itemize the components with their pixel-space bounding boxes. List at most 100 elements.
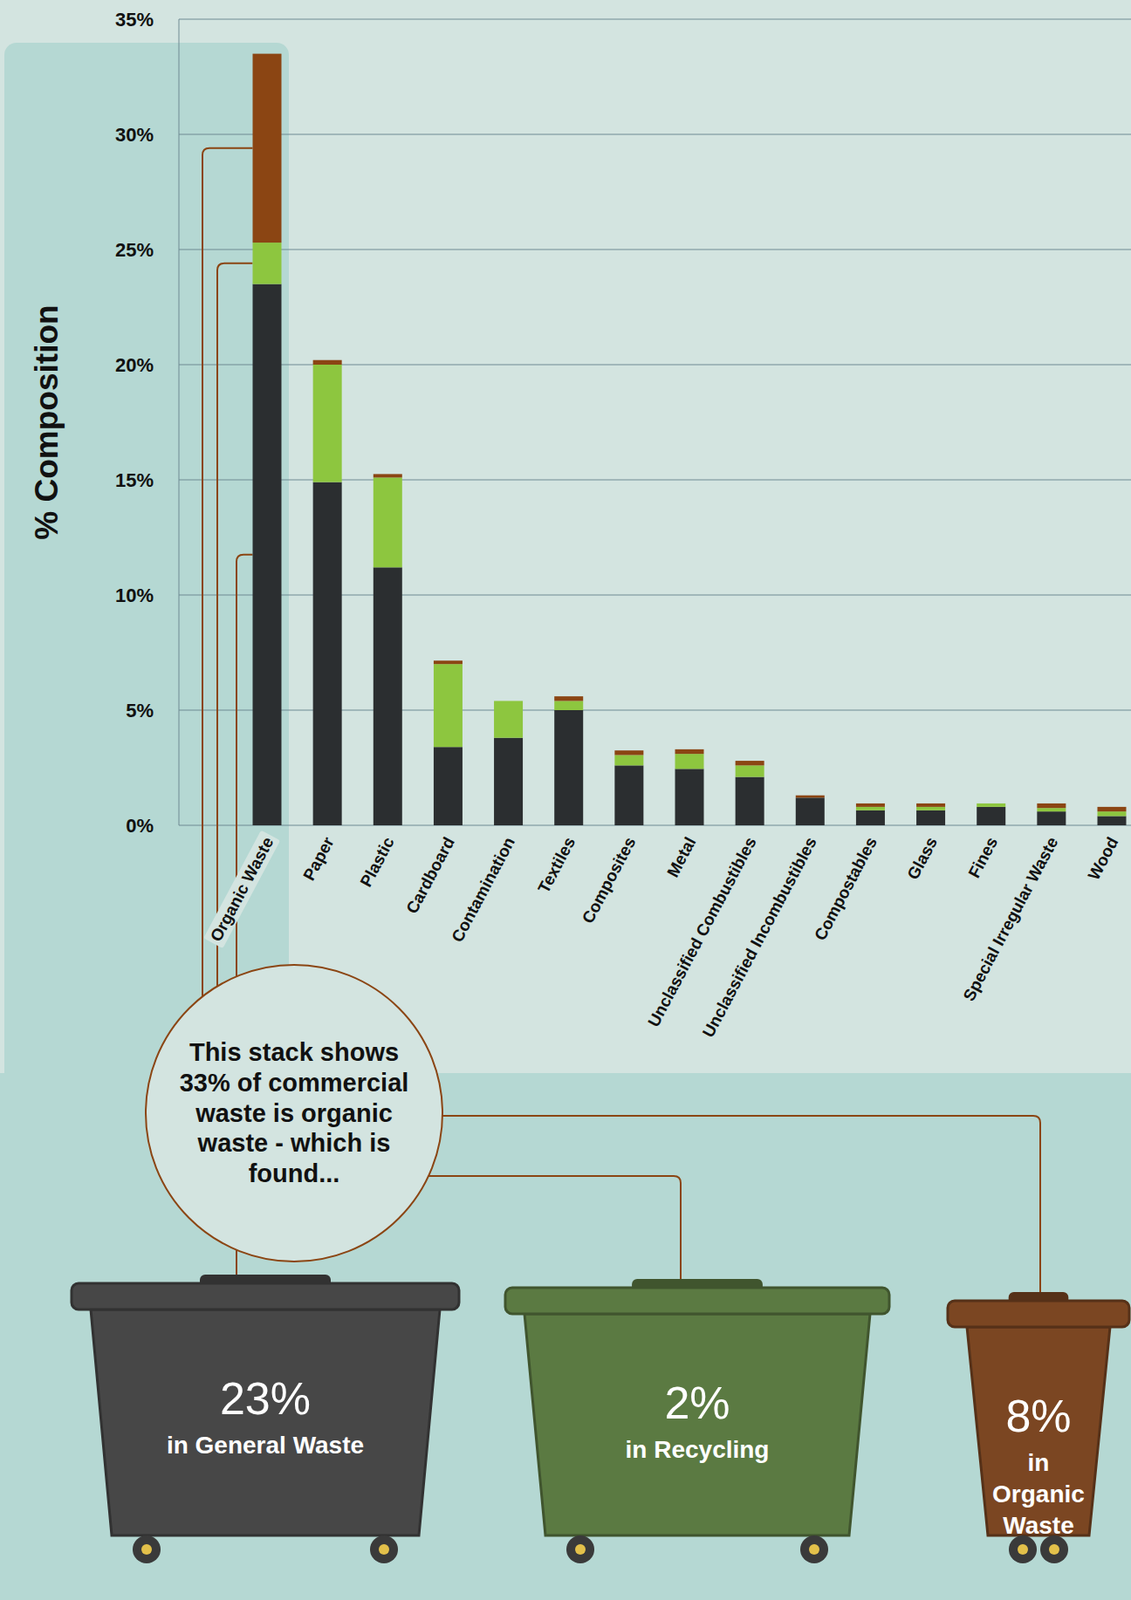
x-tick-label: Fines xyxy=(964,834,1001,882)
bar-segment xyxy=(313,482,343,826)
x-tick-label: Special Irregular Waste xyxy=(959,834,1063,1005)
bar-segment xyxy=(856,803,885,808)
bin-wheel xyxy=(370,1535,398,1564)
bar-segment xyxy=(916,803,946,808)
grid xyxy=(178,19,1131,826)
x-tick-label: Paper xyxy=(299,833,338,884)
x-tick-group: Glass xyxy=(903,834,941,884)
bars xyxy=(253,54,1127,826)
x-tick-group: Contamination xyxy=(447,834,519,946)
bin-hub xyxy=(1048,1544,1060,1556)
bin-lid xyxy=(505,1288,890,1315)
grid-line xyxy=(178,249,1131,251)
bar-segment xyxy=(493,700,523,738)
x-tick-group: Special Irregular Waste xyxy=(959,834,1063,1005)
leader-line xyxy=(436,1116,1041,1302)
bar-segment xyxy=(735,760,765,766)
x-tick-label: Organic Waste xyxy=(206,834,278,946)
x-tick-group: Cardboard xyxy=(402,834,459,918)
bin-hub xyxy=(378,1544,390,1556)
bar-segment xyxy=(675,749,705,754)
bar-segment xyxy=(916,807,946,811)
grid-line xyxy=(178,19,1131,21)
bar-segment xyxy=(433,660,463,665)
y-tick-label: 35% xyxy=(115,8,154,31)
x-tick-label: Glass xyxy=(903,834,941,884)
x-tick-group: Textiles xyxy=(534,834,579,897)
x-tick-label: Composites xyxy=(578,834,640,927)
bin: 23% in General Waste xyxy=(71,1274,460,1564)
x-tick-group: Compostables xyxy=(810,834,881,944)
x-tick-group: Paper xyxy=(299,833,338,884)
bin-amount: 2% xyxy=(664,1377,730,1429)
bar-segment xyxy=(493,700,523,702)
bar-segment xyxy=(554,710,583,826)
bin-amount: 23% xyxy=(219,1373,311,1425)
x-tick-label: Metal xyxy=(663,834,700,881)
x-tick-group: Unclassified Combustibles xyxy=(644,834,761,1030)
x-tick-group: Organic Waste xyxy=(203,830,281,950)
leader-line xyxy=(418,1176,681,1289)
callout-box: This stack shows 33% of commercial waste… xyxy=(145,965,443,1262)
y-axis-line xyxy=(178,19,180,826)
x-tick-label: Wood xyxy=(1083,834,1122,884)
x-tick-label: Cardboard xyxy=(402,834,459,918)
bin-label: in Recycling xyxy=(625,1436,770,1464)
y-tick-label: 30% xyxy=(115,123,154,146)
bar-segment xyxy=(1097,807,1127,812)
bin-lid xyxy=(71,1283,460,1310)
bin-body xyxy=(90,1309,440,1536)
bar-segment xyxy=(1036,808,1066,812)
bin-body xyxy=(524,1314,871,1536)
bin-label-line: in General Waste xyxy=(166,1432,364,1460)
bar-segment xyxy=(735,765,765,777)
bin-hub xyxy=(575,1544,586,1556)
bar-segment xyxy=(253,242,282,285)
bar-segment xyxy=(675,768,705,826)
y-tick-label: 15% xyxy=(115,469,154,492)
bar-segment xyxy=(373,473,403,478)
x-tick-group: Fines xyxy=(964,834,1001,882)
bar-segment xyxy=(614,765,644,826)
bar-segment xyxy=(976,802,1006,804)
bar-segment xyxy=(976,803,1006,808)
bar-segment xyxy=(493,738,523,826)
bin-body xyxy=(966,1327,1111,1536)
x-tick-label: Unclassified Incombustibles xyxy=(699,834,821,1041)
x-tick-group: Metal xyxy=(663,834,700,881)
bar-segment xyxy=(856,807,885,811)
bar-segment xyxy=(1036,811,1066,826)
bar-segment xyxy=(1097,815,1127,826)
bin-label-line: in xyxy=(1028,1449,1050,1477)
label-patch xyxy=(203,830,281,950)
bar-segment xyxy=(253,284,282,826)
y-tick-label: 10% xyxy=(115,584,154,607)
bar-segment xyxy=(1036,803,1066,809)
y-tick-label: 20% xyxy=(115,354,154,377)
y-tick-label: 0% xyxy=(125,815,154,837)
bin-label-line: Organic xyxy=(992,1480,1085,1508)
x-tick-group: Plastic xyxy=(356,834,399,891)
callout-circle xyxy=(145,965,443,1262)
bar-segment xyxy=(916,810,946,826)
bin-wheel xyxy=(132,1535,161,1564)
leader-line xyxy=(202,148,254,1114)
bin-label: inOrganicWaste xyxy=(992,1449,1085,1540)
bin: 2% in Recycling xyxy=(505,1279,890,1564)
x-tick-label: Contamination xyxy=(447,834,519,946)
bin-wheel xyxy=(1008,1535,1037,1564)
x-tick-group: Composites xyxy=(578,834,640,927)
x-tick-group: Wood xyxy=(1083,834,1122,884)
bar-segment xyxy=(313,360,343,365)
bar-segment xyxy=(554,700,583,711)
bar-segment xyxy=(373,477,403,568)
x-tick-label: Plastic xyxy=(356,834,399,891)
bar-segment xyxy=(373,567,403,826)
bar-segment xyxy=(1097,811,1127,816)
bin-label-line: in Recycling xyxy=(625,1436,770,1464)
bin-lid xyxy=(947,1301,1130,1328)
bin-hub xyxy=(141,1544,152,1556)
chart-svg: 0%5%10%15%20%25%30%35%% CompositionOrgan… xyxy=(0,0,1131,1600)
bar-segment xyxy=(313,364,343,483)
bin-wheel xyxy=(800,1535,829,1564)
